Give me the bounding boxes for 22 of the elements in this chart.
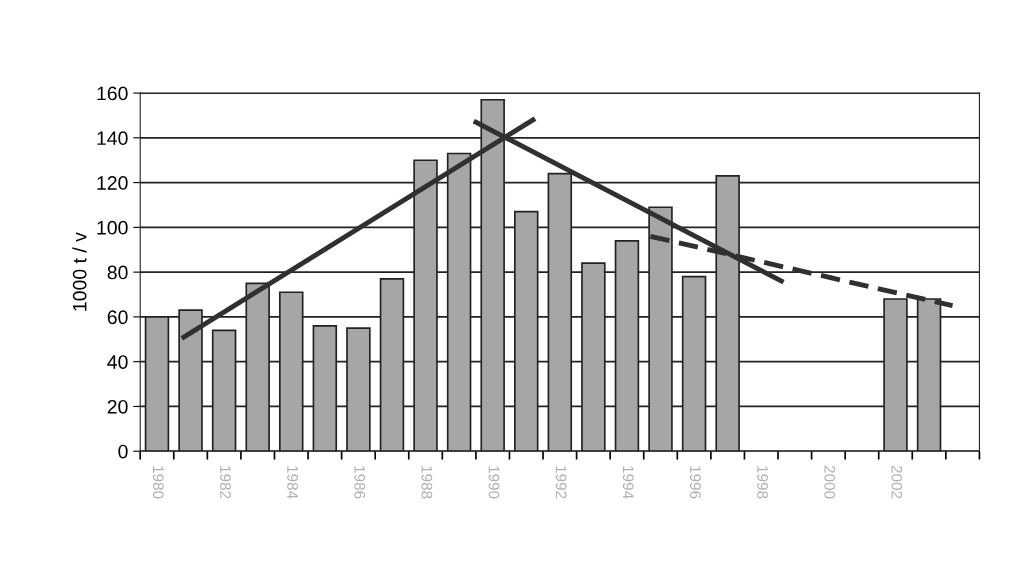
y-tick-label: 160 — [97, 86, 128, 101]
x-tick-label: 2000 — [824, 465, 836, 499]
x-tick-label: 2002 — [891, 465, 903, 499]
x-tick-label: 1980 — [152, 466, 164, 499]
y-axis-title: 1000 t / v — [72, 232, 87, 311]
x-tick-label: 1992 — [555, 466, 567, 499]
y-tick-label: 60 — [107, 310, 128, 325]
y-tick-label: 120 — [97, 176, 128, 190]
y-tick-label: 140 — [97, 131, 128, 146]
x-tick-label: 1996 — [689, 466, 701, 499]
y-tick-label: 40 — [107, 355, 128, 369]
x-tick-label: 1982 — [220, 466, 231, 499]
x-tick-label: 1984 — [287, 466, 298, 499]
x-tick-label: 1998 — [757, 466, 768, 499]
y-tick-label: 100 — [97, 220, 128, 235]
y-tick-label: 20 — [107, 399, 128, 414]
y-tick-label: 80 — [107, 265, 128, 280]
y-tick-label: 0 — [118, 444, 128, 459]
x-tick-label: 1994 — [622, 466, 634, 499]
x-tick-label: 1990 — [488, 466, 500, 499]
x-tick-label: 1986 — [354, 466, 366, 499]
x-tick-label: 1988 — [421, 466, 433, 499]
